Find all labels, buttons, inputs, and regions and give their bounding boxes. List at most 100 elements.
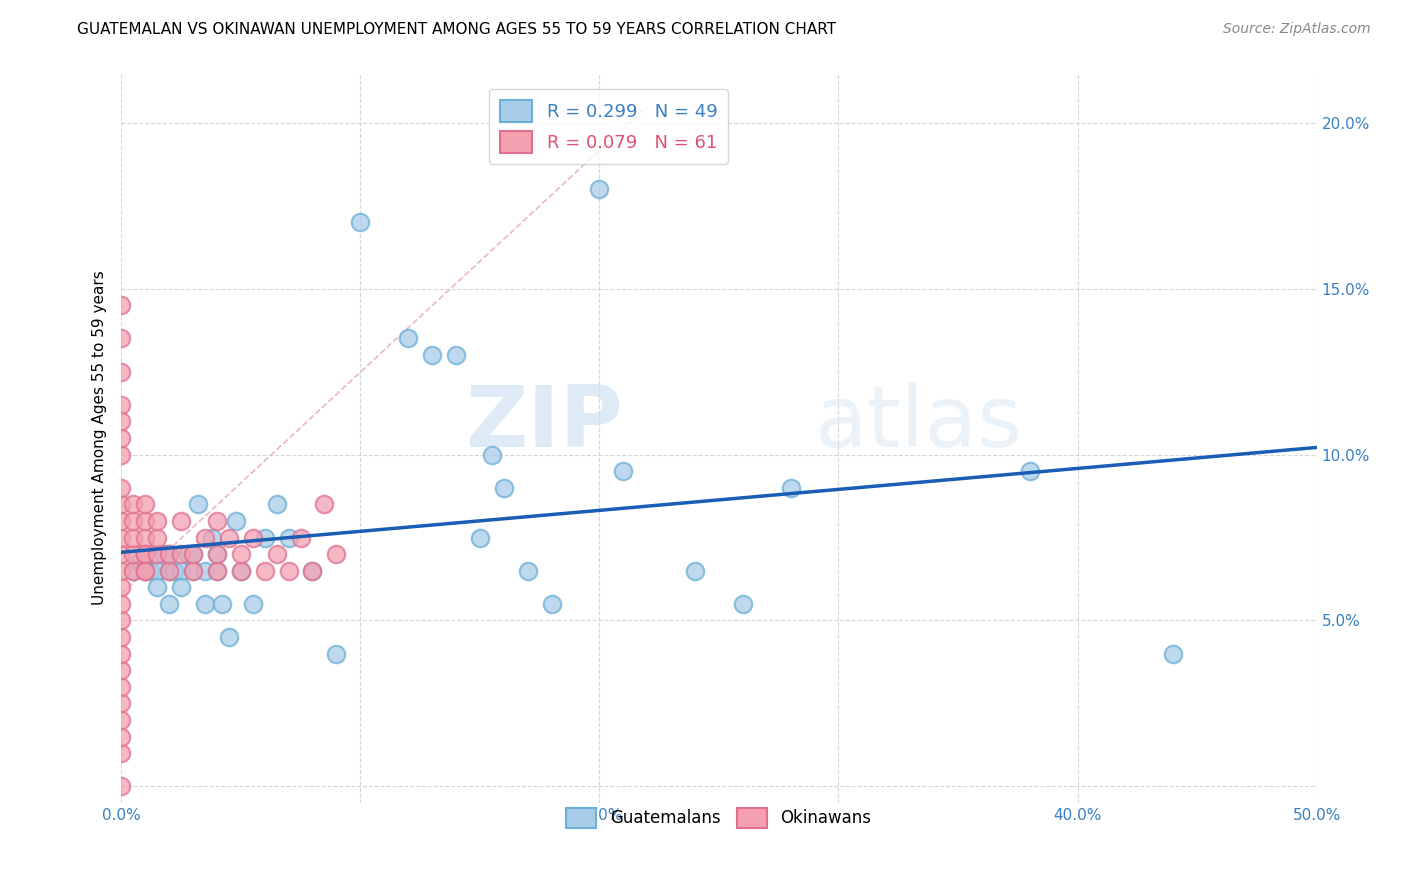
Point [139, 564, 162, 578]
Point [229, 564, 252, 578]
Point [290, 531, 312, 545]
Point [779, 481, 801, 495]
Point [134, 564, 156, 578]
Point [301, 564, 323, 578]
Point [194, 564, 217, 578]
Point [325, 547, 347, 561]
Point [201, 531, 224, 545]
Point [110, 614, 132, 628]
Point [242, 597, 264, 611]
Point [349, 215, 371, 229]
Text: GUATEMALAN VS OKINAWAN UNEMPLOYMENT AMONG AGES 55 TO 59 YEARS CORRELATION CHART: GUATEMALAN VS OKINAWAN UNEMPLOYMENT AMON… [77, 22, 837, 37]
Point [110, 398, 132, 412]
Point [110, 414, 132, 428]
Point [110, 481, 132, 495]
Point [134, 564, 156, 578]
Point [540, 597, 562, 611]
Point [110, 331, 132, 345]
Point [218, 531, 240, 545]
Point [110, 298, 132, 312]
Point [110, 630, 132, 644]
Point [110, 730, 132, 744]
Point [683, 564, 706, 578]
Point [170, 564, 193, 578]
Point [396, 331, 419, 345]
Point [122, 564, 145, 578]
Point [122, 531, 145, 545]
Point [110, 431, 132, 445]
Point [157, 547, 180, 561]
Point [277, 564, 299, 578]
Point [170, 580, 193, 594]
Point [129, 554, 152, 568]
Legend: Guatemalans, Okinawans: Guatemalans, Okinawans [560, 801, 879, 835]
Point [110, 564, 132, 578]
Point [225, 514, 247, 528]
Point [205, 514, 228, 528]
Point [612, 464, 634, 478]
Point [157, 597, 180, 611]
Point [146, 547, 169, 561]
Point [110, 531, 132, 545]
Point [194, 597, 217, 611]
Point [134, 547, 156, 561]
Point [218, 630, 240, 644]
Point [110, 497, 132, 511]
Point [211, 597, 233, 611]
Point [110, 697, 132, 711]
Point [187, 497, 209, 511]
Point [170, 547, 193, 561]
Point [122, 547, 145, 561]
Point [266, 547, 288, 561]
Point [266, 497, 288, 511]
Point [731, 597, 754, 611]
Point [110, 580, 132, 594]
Point [122, 564, 145, 578]
Point [181, 547, 204, 561]
Point [444, 348, 467, 362]
Point [157, 564, 180, 578]
Point [181, 564, 204, 578]
Point [134, 547, 156, 561]
Point [1018, 464, 1040, 478]
Point [134, 564, 156, 578]
Point [110, 713, 132, 727]
Point [242, 531, 264, 545]
Point [134, 531, 156, 545]
Point [253, 564, 276, 578]
Point [481, 448, 503, 462]
Point [420, 348, 443, 362]
Point [229, 564, 252, 578]
Point [163, 564, 186, 578]
Point [181, 547, 204, 561]
Point [134, 547, 156, 561]
Point [277, 531, 299, 545]
Point [110, 365, 132, 379]
Point [153, 547, 176, 561]
Point [110, 448, 132, 462]
Point [122, 514, 145, 528]
Point [146, 514, 169, 528]
Point [110, 597, 132, 611]
Point [325, 647, 347, 661]
Point [110, 514, 132, 528]
Point [588, 182, 610, 196]
Point [110, 547, 132, 561]
Point [110, 647, 132, 661]
Text: ZIP: ZIP [465, 382, 623, 465]
Point [516, 564, 538, 578]
Point [205, 547, 228, 561]
Point [157, 547, 180, 561]
Point [110, 780, 132, 794]
Point [110, 746, 132, 760]
Point [205, 564, 228, 578]
Point [301, 564, 323, 578]
Point [110, 680, 132, 694]
Point [205, 564, 228, 578]
Point [110, 663, 132, 677]
Text: atlas: atlas [814, 382, 1022, 465]
Point [205, 547, 228, 561]
Point [146, 580, 169, 594]
Point [146, 531, 169, 545]
Point [157, 564, 180, 578]
